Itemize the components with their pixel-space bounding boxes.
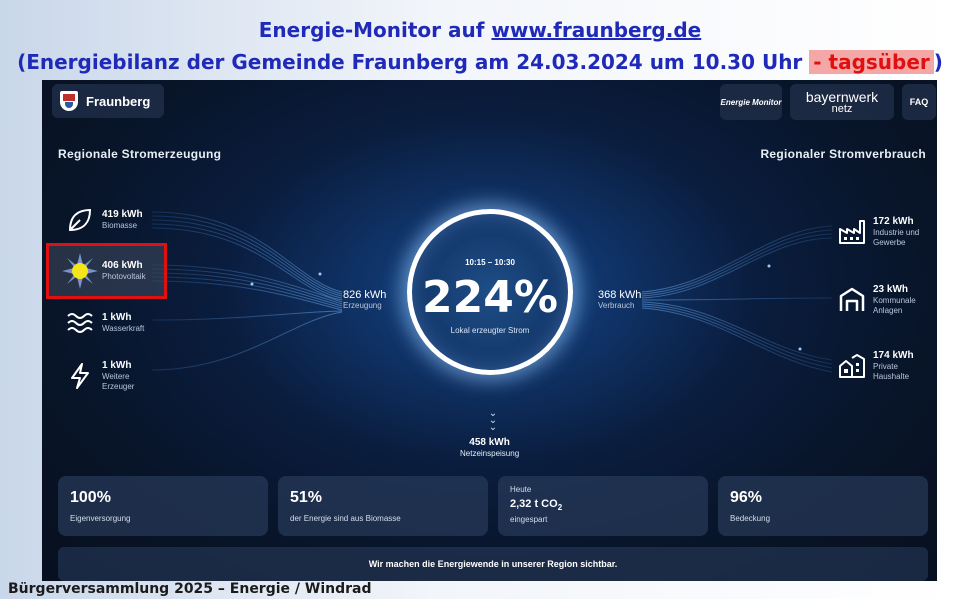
consumption-total-value: 368 kWh [598,289,642,301]
stat-eigenversorgung: 100% Eigenversorgung [58,476,268,536]
energy-monitor-screenshot: Fraunberg Energie Monitor bayernwerk net… [42,80,937,581]
sink-private-haushalte[interactable]: 174 kWh Private Haushalte [837,350,914,382]
consumption-title: Regionaler Stromverbrauch [760,147,926,161]
industrie-label-line1: Industrie und [873,228,920,237]
faq-label: FAQ [909,97,929,107]
title-close-paren: ) [933,50,943,74]
kommunale-label-line1: Kommunale [873,296,916,305]
water-icon [62,305,98,341]
leaf-icon [62,202,98,238]
houses-icon [837,351,867,381]
consumption-total: 368 kWh Verbrauch [598,289,641,311]
self-supply-ring: 10:15 – 10:30 224% Lokal erzeugter Strom [407,209,573,375]
time-range: 10:15 – 10:30 [465,258,515,267]
stat-bedeckung-value: 96% [730,489,763,506]
stat-eigenversorgung-value: 100% [70,489,111,506]
haushalte-label-line1: Private [873,362,898,371]
daytime-highlight: - tagsüber [809,50,934,74]
source-photovoltaik[interactable]: 406 kWh Photovoltaik [62,253,146,289]
slide-footer: Bürgerversammlung 2025 – Energie / Windr… [8,581,372,597]
stat-co2-value-wrap: 2,32 t CO2 [510,498,562,512]
fraunberg-logo[interactable]: Fraunberg [52,84,164,118]
source-wasserkraft[interactable]: 1 kWh Wasserkraft [62,305,144,341]
stat-eigenversorgung-label: Eigenversorgung [70,514,131,523]
consumption-total-label: Verbrauch [598,301,635,310]
generation-total-label: Erzeugung [343,301,382,310]
grid-feed: 458 kWh Netzeinspeisung [460,437,519,459]
stat-co2-today: Heute [510,485,532,494]
local-production-percent: 224% [422,272,558,323]
title-date-text: (Energiebilanz der Gemeinde Fraunberg am… [17,50,810,74]
generation-title: Regionale Stromerzeugung [58,147,222,161]
stat-bedeckung-label: Bedeckung [730,514,771,523]
grid-feed-label: Netzeinspeisung [460,449,520,458]
stat-biomasse-label: der Energie sind aus Biomasse [290,514,401,523]
generation-total-value: 826 kWh [343,289,387,301]
wasserkraft-label: Wasserkraft [102,324,145,333]
stat-co2-subscript: 2 [557,503,563,513]
sun-icon [62,253,98,289]
photovoltaik-label: Photovoltaik [102,272,146,281]
energie-monitor-logo[interactable]: Energie Monitor [720,84,782,120]
haushalte-value: 174 kWh [873,350,914,361]
slide-title-line2: (Energiebilanz der Gemeinde Fraunberg am… [0,50,960,74]
biomasse-label: Biomasse [102,221,138,230]
sink-kommunale-anlagen[interactable]: 23 kWh Kommunale Anlagen [837,284,916,316]
brand-name: Fraunberg [86,93,151,109]
weitere-label-line1: Weitere [102,372,130,381]
industrie-label-line2: Gewerbe [873,238,906,247]
biomasse-value: 419 kWh [102,209,143,220]
bayernwerk-label: bayernwerk [805,88,879,105]
chevrons-down-icon: ⌄ ⌄ ⌄ [488,408,498,433]
generation-total: 826 kWh Erzeugung [343,289,386,311]
weitere-value: 1 kWh [102,360,132,371]
weitere-label-line2: Erzeuger [102,382,135,391]
haushalte-label-line2: Haushalte [873,372,910,381]
stat-co2-value: 2,32 t CO [510,498,558,510]
factory-icon [837,217,867,247]
stat-biomasse-share: 51% der Energie sind aus Biomasse [278,476,488,536]
slide-title-line1: Energie-Monitor auf www.fraunberg.de [0,18,960,42]
source-weitere-erzeuger[interactable]: 1 kWh Weitere Erzeuger [62,358,134,394]
building-icon [837,285,867,315]
source-biomasse[interactable]: 419 kWh Biomasse [62,202,143,238]
bolt-icon [62,358,98,394]
coat-of-arms-icon [60,91,78,111]
netz-label: netz [831,102,853,115]
stat-bedeckung: 96% Bedeckung [718,476,928,536]
photovoltaik-value: 406 kWh [102,260,143,271]
website-link[interactable]: www.fraunberg.de [491,18,702,42]
stat-co2-saved: Heute 2,32 t CO2 eingespart [498,476,708,536]
sink-industrie[interactable]: 172 kWh Industrie und Gewerbe [837,216,919,248]
title-prefix: Energie-Monitor auf [258,18,492,42]
industrie-value: 172 kWh [873,216,914,227]
energie-monitor-label: Energie Monitor [720,97,782,107]
ring-label: Lokal erzeugter Strom [450,326,530,335]
kommunale-value: 23 kWh [873,284,909,295]
wasserkraft-value: 1 kWh [102,312,132,323]
bayernwerk-logo[interactable]: bayernwerk netz [790,84,894,120]
energy-flow-lines [151,211,833,373]
kommunale-label-line2: Anlagen [873,306,903,315]
stat-co2-label: eingespart [510,515,548,524]
grid-feed-value: 458 kWh [469,437,510,448]
faq-button[interactable]: FAQ [902,84,936,120]
tagline-banner: Wir machen die Energiewende in unserer R… [58,547,928,581]
stat-biomasse-value: 51% [290,489,323,506]
